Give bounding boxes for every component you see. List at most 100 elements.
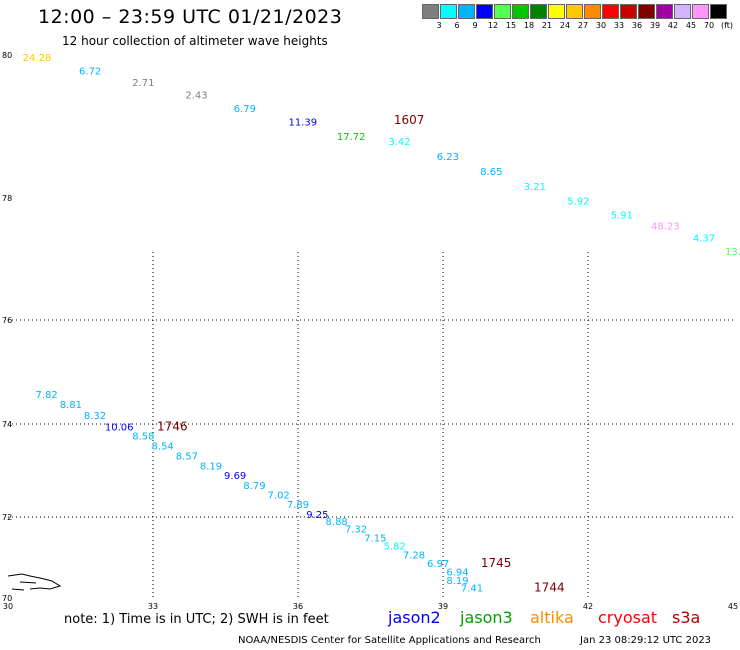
wave-height-label: 6.79: [234, 104, 256, 115]
wave-height-label: 8.65: [480, 167, 502, 178]
pass-time-label: 1607: [394, 113, 425, 127]
scale-swatch: [602, 4, 619, 19]
wave-height-label: 7.41: [461, 583, 483, 594]
wave-height-label: 6.97: [427, 559, 449, 570]
wave-height-label: 6.72: [79, 67, 101, 78]
scale-label: 36: [631, 21, 643, 30]
scale-swatch: [512, 4, 529, 19]
wave-height-label: 8.79: [243, 481, 265, 492]
color-scale-legend: 3 6 9 12 15 18 21 24 27 30 33 36 39 42 45 70 (ft): [422, 4, 733, 31]
scale-label: 45: [685, 21, 697, 30]
scale-swatch: [692, 4, 709, 19]
lon-tick-label: 33: [148, 602, 158, 611]
wave-height-labels: 24.28 6.72 2.71 2.43 6.79 11.39 17.72 3.42 6.23 8…: [23, 53, 740, 594]
wave-height-label: 5.92: [567, 196, 589, 207]
wave-height-label: 7.15: [364, 533, 386, 544]
mission-label-jason2: jason2: [388, 608, 441, 627]
scale-swatch: [584, 4, 601, 19]
wave-height-label: 8.54: [152, 441, 174, 452]
wave-height-label: 6.94: [446, 567, 468, 578]
wave-height-label: 7.89: [287, 500, 309, 511]
wave-height-label: 4.37: [693, 234, 715, 245]
footer-credit: NOAA/NESDIS Center for Satellite Applica…: [238, 635, 541, 646]
lat-tick-label: 70: [2, 594, 12, 603]
lat-tick-label: 80: [2, 51, 12, 60]
scale-label: 42: [667, 21, 679, 30]
scale-swatch: [638, 4, 655, 19]
lat-lon-grid: [8, 252, 733, 598]
wave-height-label: 2.71: [132, 78, 154, 89]
wave-height-label: 13.: [725, 247, 740, 258]
wave-height-label: 7.32: [345, 524, 367, 535]
scale-swatch: [710, 4, 727, 19]
wave-height-label: 7.82: [36, 390, 58, 401]
wave-height-label: 8.81: [60, 400, 82, 411]
scale-swatch: [620, 4, 637, 19]
wave-height-label: 3.21: [524, 182, 546, 193]
scale-swatch: [656, 4, 673, 19]
mission-label-jason3: jason3: [460, 608, 513, 627]
wave-height-label: 9.69: [224, 471, 246, 482]
scale-label: 27: [577, 21, 589, 30]
scale-label: 15: [505, 21, 517, 30]
mission-label-cryosat: cryosat: [598, 608, 658, 627]
mission-label-altika: altika: [530, 608, 574, 627]
lat-tick-label: 74: [2, 420, 12, 429]
scale-label: 12: [487, 21, 499, 30]
scale-label: 70: [703, 21, 715, 30]
scale-swatch: [458, 4, 475, 19]
wave-height-label: 2.43: [185, 90, 207, 101]
map-subtitle: 12 hour collection of altimeter wave hei…: [62, 34, 328, 48]
wave-height-label: 48.23: [651, 221, 680, 232]
wave-height-label: 9.25: [306, 510, 328, 521]
scale-swatch: [476, 4, 493, 19]
lon-tick-label: 36: [293, 602, 303, 611]
wave-height-label: 8.88: [326, 517, 348, 528]
wave-height-label: 7.28: [403, 550, 425, 561]
wave-height-label: 24.28: [23, 53, 52, 64]
scale-label: 33: [613, 21, 625, 30]
wave-height-label: 8.19: [446, 576, 468, 587]
lat-tick-label: 76: [2, 316, 12, 325]
lat-tick-label: 78: [2, 194, 12, 203]
wave-height-label: 5.82: [384, 541, 406, 552]
lon-tick-label: 42: [583, 602, 593, 611]
mission-label-s3a: s3a: [672, 608, 701, 627]
pass-time-label: 1745: [481, 556, 512, 570]
wave-height-label: 3.42: [388, 137, 410, 148]
scale-swatch: [674, 4, 691, 19]
wave-height-label: 8.58: [132, 432, 154, 443]
lon-tick-label: 30: [3, 602, 13, 611]
pass-time-label: 1744: [534, 580, 565, 594]
wave-height-label: 7.02: [268, 491, 290, 502]
scale-label: 39: [649, 21, 661, 30]
map-title: 12:00 – 23:59 UTC 01/21/2023: [38, 6, 343, 28]
wave-height-label: 17.72: [337, 132, 366, 143]
scale-swatch: [548, 4, 565, 19]
scale-label: (ft): [720, 21, 734, 30]
wave-height-label: 8.32: [84, 411, 106, 422]
scale-swatch: [440, 4, 457, 19]
pass-time-labels: 1607 1746 1745 1744: [157, 113, 565, 594]
scale-label: 18: [523, 21, 535, 30]
scale-label: 30: [595, 21, 607, 30]
pass-time-label: 1746: [157, 419, 188, 433]
scale-label: 9: [472, 21, 478, 30]
lat-tick-label: 72: [2, 513, 12, 522]
scale-label: 3: [436, 21, 442, 30]
lon-tick-label: 45: [728, 602, 738, 611]
scale-label: 24: [559, 21, 571, 30]
scale-label: 6: [454, 21, 460, 30]
footer-date: Jan 23 08:29:12 UTC 2023: [580, 635, 712, 646]
scale-swatch: [530, 4, 547, 19]
wave-height-label: 11.39: [289, 117, 318, 128]
scale-label: 21: [541, 21, 553, 30]
coastline: [7, 573, 62, 591]
lon-tick-label: 39: [438, 602, 448, 611]
wave-height-label: 10.06: [105, 422, 134, 433]
scale-swatch: [566, 4, 583, 19]
scale-swatch: [494, 4, 511, 19]
wave-height-label: 6.23: [437, 152, 459, 163]
footer-note: note: 1) Time is in UTC; 2) SWH is in fe…: [64, 612, 329, 627]
